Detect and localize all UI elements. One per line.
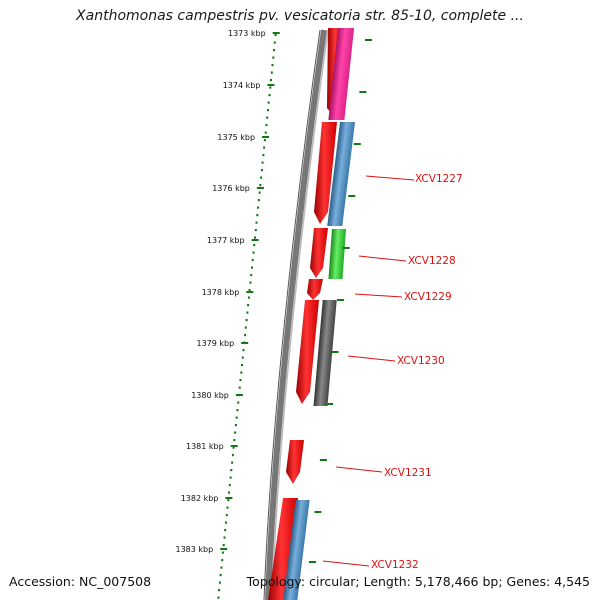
gene-features [268, 28, 356, 600]
gene-label[interactable]: XCV1230 [397, 355, 445, 367]
coordinate-ruler: 1373 kbp 1374 kbp 1375 kbp 1376 kbp 1377 kbp… [175, 29, 280, 599]
ruler-tick-label: 1379 kbp [196, 339, 234, 348]
cds-feature[interactable] [314, 122, 337, 224]
ruler-tick-label: 1373 kbp [228, 29, 266, 38]
gene-leader-line [358, 255, 407, 262]
gene-label[interactable]: XCV1231 [384, 467, 432, 479]
gene-labels: XCV1227 XCV1228 XCV1229 XCV1230 XCV1231 XCV12… [322, 173, 463, 571]
gene-leader-line [347, 355, 396, 362]
ruler-tick-label: 1377 kbp [207, 236, 245, 245]
gene-leader-line [335, 466, 383, 473]
feature-ticks [309, 39, 372, 563]
cds-feature[interactable] [310, 228, 328, 278]
gene-leader-line [322, 560, 370, 567]
gray-feature[interactable] [313, 300, 337, 406]
cds-feature[interactable] [296, 300, 319, 404]
pink-feature[interactable] [328, 28, 355, 120]
cds-feature[interactable] [307, 279, 323, 300]
gene-leader-line [354, 293, 403, 298]
backbone [263, 29, 329, 600]
gene-label[interactable]: XCV1229 [404, 291, 452, 303]
genome-summary-text: Topology: circular; Length: 5,178,466 bp… [246, 574, 590, 589]
ruler-tick-label: 1381 kbp [186, 442, 224, 451]
gene-leader-line [365, 175, 415, 181]
blue-feature[interactable] [327, 122, 356, 226]
ruler-tick-label: 1374 kbp [223, 81, 261, 90]
cds-feature[interactable] [286, 440, 304, 484]
ruler-tick-label: 1382 kbp [181, 494, 219, 503]
gene-label[interactable]: XCV1228 [408, 255, 456, 267]
blue-feature[interactable] [283, 500, 310, 600]
ruler-tick-label: 1376 kbp [212, 184, 250, 193]
genome-title: Xanthomonas campestris pv. vesicatoria s… [76, 8, 524, 24]
green-feature[interactable] [328, 229, 346, 279]
ruler-tick-label: 1380 kbp [191, 391, 229, 400]
ruler-tick-label: 1383 kbp [175, 545, 213, 554]
gene-label[interactable]: XCV1232 [371, 559, 419, 571]
gene-label[interactable]: XCV1227 [415, 173, 463, 185]
ruler-tick-label: 1378 kbp [202, 288, 240, 297]
ruler-tick-label: 1375 kbp [217, 133, 255, 142]
accession-text: Accession: NC_007508 [9, 574, 152, 589]
